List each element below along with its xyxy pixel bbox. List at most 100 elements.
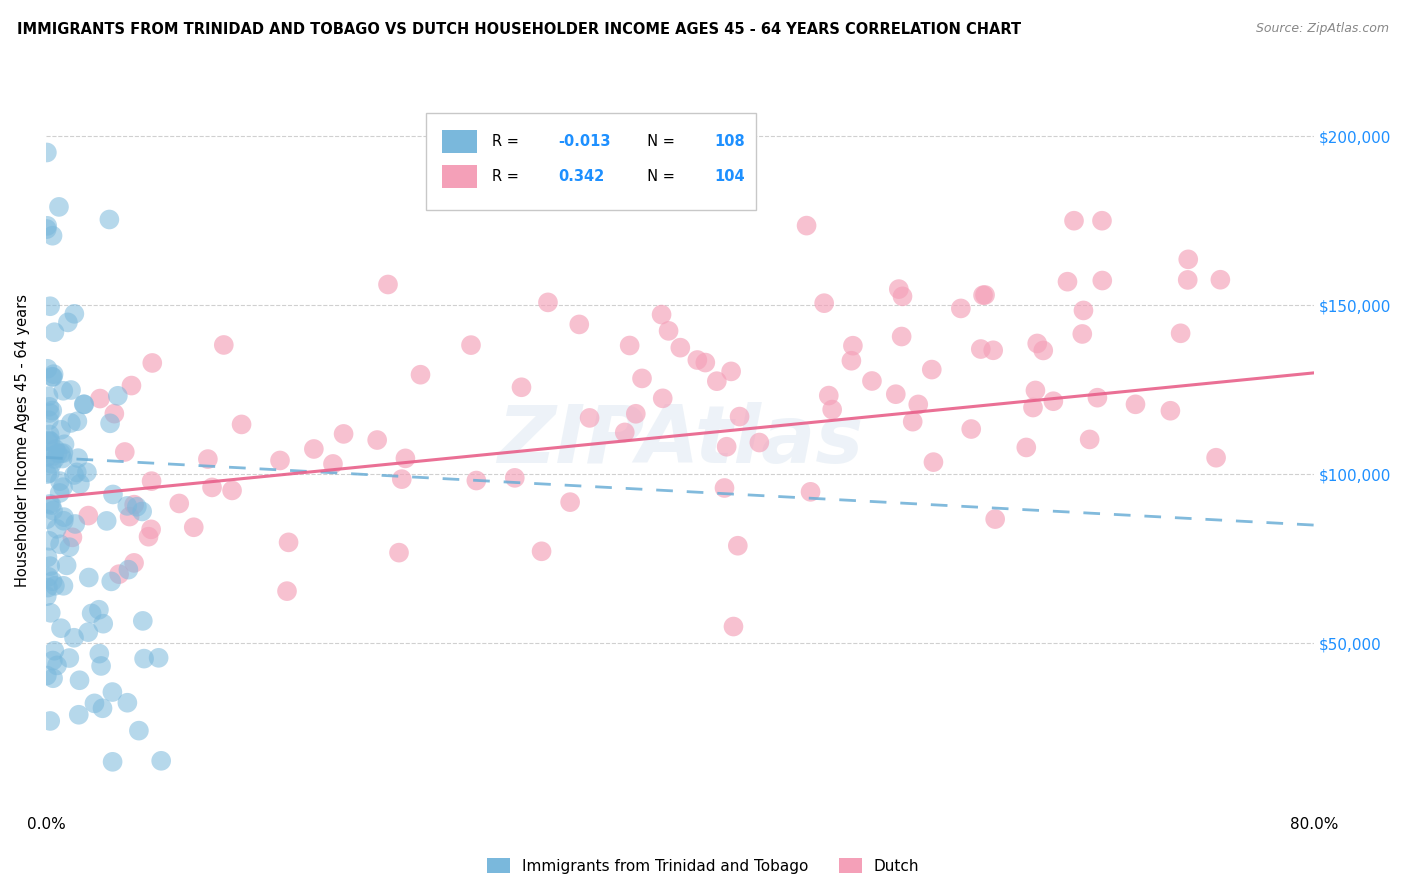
Point: [98, 417, 121, 431]
Point: [91, 616, 114, 631]
Point: [59, 416, 82, 430]
Point: [91, 701, 114, 715]
Point: [141, 474, 163, 488]
Point: [42, 449, 65, 463]
Point: [891, 289, 914, 303]
Point: [48, 200, 70, 214]
Point: [107, 389, 129, 403]
Point: [63, 307, 86, 321]
Point: [276, 584, 298, 599]
Point: [465, 474, 488, 488]
Point: [76, 465, 98, 479]
Point: [949, 301, 972, 316]
Point: [83, 697, 105, 711]
Point: [568, 318, 591, 332]
Point: [38, 497, 60, 511]
Point: [38, 533, 60, 548]
Point: [37, 581, 59, 595]
Point: [842, 339, 865, 353]
Point: [35, 222, 58, 236]
Point: [52, 579, 75, 593]
Point: [981, 343, 1004, 358]
Text: R =: R =: [492, 134, 523, 149]
Point: [41, 369, 63, 384]
Point: [1087, 391, 1109, 405]
Point: [38, 413, 60, 427]
Point: [1091, 213, 1114, 227]
Point: [125, 500, 148, 514]
Point: [101, 685, 124, 699]
Point: [813, 296, 835, 310]
Point: [890, 329, 912, 343]
Point: [42, 503, 65, 517]
Point: [183, 520, 205, 534]
Point: [860, 374, 883, 388]
Point: [87, 603, 110, 617]
Point: [56, 315, 79, 329]
Point: [35, 512, 58, 526]
Point: [131, 504, 153, 518]
Text: R =: R =: [492, 169, 523, 184]
Point: [63, 516, 86, 531]
Point: [51, 451, 73, 466]
Point: [101, 487, 124, 501]
Point: [58, 540, 80, 554]
Point: [377, 277, 399, 292]
Point: [231, 417, 253, 432]
Point: [37, 570, 59, 584]
Point: [121, 378, 143, 392]
Point: [38, 466, 60, 480]
Point: [49, 446, 72, 460]
Point: [510, 380, 533, 394]
Point: [52, 514, 75, 528]
Point: [984, 512, 1007, 526]
Point: [117, 696, 139, 710]
Point: [1026, 336, 1049, 351]
Text: 108: 108: [714, 134, 745, 149]
Point: [46, 446, 69, 460]
Point: [723, 619, 745, 633]
Point: [52, 510, 75, 524]
Point: [73, 397, 96, 411]
Point: [1056, 275, 1078, 289]
Point: [73, 397, 96, 411]
Point: [49, 474, 72, 488]
Point: [322, 457, 344, 471]
Point: [921, 362, 943, 376]
Point: [52, 384, 75, 398]
Point: [39, 714, 62, 728]
Point: [1170, 326, 1192, 341]
Point: [49, 621, 72, 635]
Point: [39, 434, 62, 449]
Point: [728, 409, 751, 424]
Point: [530, 544, 553, 558]
Point: [821, 402, 844, 417]
Point: [38, 406, 60, 420]
Point: [884, 387, 907, 401]
Point: [62, 530, 84, 544]
Point: [1125, 397, 1147, 411]
Point: [42, 370, 65, 384]
Point: [613, 425, 636, 440]
Point: [38, 400, 60, 414]
Point: [394, 451, 416, 466]
Point: [1177, 252, 1199, 267]
Point: [138, 530, 160, 544]
Point: [974, 288, 997, 302]
Point: [1091, 273, 1114, 287]
Point: [706, 374, 728, 388]
Point: [96, 514, 118, 528]
Point: [37, 219, 59, 233]
Point: [63, 631, 86, 645]
Point: [37, 389, 59, 403]
Point: [69, 476, 91, 491]
Text: 0.342: 0.342: [558, 169, 605, 184]
Point: [201, 480, 224, 494]
Point: [49, 423, 72, 437]
Point: [269, 453, 291, 467]
Point: [503, 471, 526, 485]
Text: N =: N =: [638, 134, 679, 149]
Point: [619, 338, 641, 352]
Point: [41, 228, 63, 243]
Point: [44, 579, 66, 593]
